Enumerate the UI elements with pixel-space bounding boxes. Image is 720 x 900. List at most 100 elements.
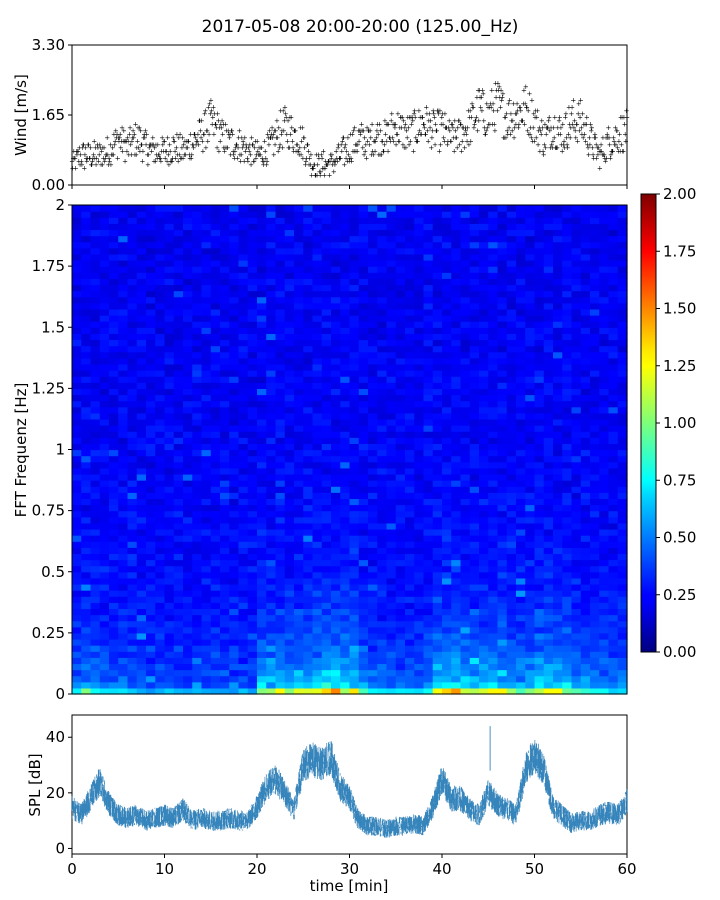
spectrogram-cell bbox=[173, 241, 184, 249]
spectrogram-cell bbox=[506, 418, 517, 426]
spectrogram-cell bbox=[238, 498, 249, 506]
spectrogram-cell bbox=[340, 669, 351, 677]
spectrogram-cell bbox=[368, 260, 378, 267]
spectrogram-cell bbox=[173, 345, 184, 353]
spectrogram-cell bbox=[331, 687, 341, 695]
spectrogram-cell bbox=[72, 565, 82, 573]
spectrogram-cell bbox=[266, 296, 277, 304]
wind-point: + bbox=[619, 114, 625, 122]
spectrogram-cell bbox=[349, 535, 360, 542]
spectrogram-cell bbox=[146, 235, 156, 243]
spectrogram-cell bbox=[257, 675, 267, 683]
spectrogram-cell bbox=[173, 473, 184, 481]
spectrogram-cell bbox=[183, 235, 193, 243]
spectrogram-cell bbox=[127, 657, 138, 665]
spectrogram-cell bbox=[331, 266, 341, 273]
wind-point: + bbox=[146, 144, 152, 152]
spectrogram-cell bbox=[479, 669, 489, 677]
spectrogram-cell bbox=[340, 321, 351, 328]
wind-point: + bbox=[71, 148, 77, 156]
spectrogram-cell bbox=[460, 327, 471, 334]
spectrogram-cell bbox=[294, 626, 304, 634]
spectrogram-cell bbox=[303, 327, 314, 334]
wind-point: + bbox=[458, 120, 464, 128]
spectrogram-cell bbox=[220, 266, 230, 273]
spectrogram-cell bbox=[321, 357, 332, 365]
spectrogram-cell bbox=[414, 449, 425, 457]
wind-point: + bbox=[556, 131, 562, 139]
spectrogram-cell bbox=[136, 315, 147, 322]
spectrogram-cell bbox=[368, 370, 378, 377]
spectrogram-cell bbox=[460, 296, 471, 304]
wind-point: + bbox=[175, 158, 181, 166]
spectrogram-cell bbox=[423, 400, 434, 408]
spectrogram-cell bbox=[432, 522, 443, 530]
spectrogram-cell bbox=[210, 229, 221, 237]
spectrogram-cell bbox=[377, 473, 388, 481]
spectrogram-cell bbox=[81, 278, 92, 286]
spectrogram-cell bbox=[220, 657, 230, 665]
spectrogram-cell bbox=[321, 278, 332, 286]
spectrogram-cell bbox=[349, 253, 360, 261]
spectrogram-cell bbox=[340, 657, 351, 665]
spectrogram-cell bbox=[386, 229, 397, 237]
spectrogram-cell bbox=[460, 663, 471, 671]
wind-point: + bbox=[531, 137, 537, 145]
spectrogram-cell bbox=[516, 565, 526, 573]
spectrogram-cell bbox=[534, 492, 545, 499]
spectrogram-cell bbox=[423, 266, 434, 273]
wind-point: + bbox=[531, 110, 537, 118]
spectrogram-cell bbox=[340, 205, 351, 212]
spectrogram-cell bbox=[432, 504, 443, 512]
spectrogram-cell bbox=[257, 590, 267, 597]
spectrogram-cell bbox=[220, 486, 230, 493]
spectrogram-cell bbox=[442, 217, 452, 224]
spectrogram-cell bbox=[127, 510, 138, 518]
wind-point: + bbox=[349, 131, 355, 139]
spectrogram-cell bbox=[303, 412, 314, 420]
spectrogram-cell bbox=[442, 260, 452, 267]
wind-y-axis-label: Wind [m/s] bbox=[12, 74, 30, 156]
spectrogram-cell bbox=[155, 351, 166, 359]
spectrogram-cell bbox=[312, 315, 323, 322]
wind-point: + bbox=[565, 144, 571, 152]
spectrogram-cell bbox=[423, 235, 434, 243]
wind-point: + bbox=[446, 117, 452, 125]
spectrogram-cell bbox=[238, 235, 249, 243]
spectrogram-cell bbox=[247, 431, 258, 438]
spectrogram-cell bbox=[220, 645, 230, 652]
spectrogram-cell bbox=[331, 418, 341, 426]
spectrogram-cell bbox=[395, 266, 406, 273]
spectrogram-cell bbox=[90, 217, 101, 224]
spectrogram-cell bbox=[534, 504, 545, 512]
wind-point: + bbox=[476, 117, 482, 125]
wind-point: + bbox=[246, 148, 252, 156]
spectrogram-cell bbox=[534, 431, 545, 438]
spectrogram-cell bbox=[340, 663, 351, 671]
wind-point: + bbox=[573, 134, 579, 142]
spectrogram-cell bbox=[220, 547, 230, 555]
spectrogram-cell bbox=[525, 614, 536, 622]
spectrogram-cell bbox=[377, 510, 388, 518]
spectrogram-cell bbox=[479, 235, 489, 243]
spectrogram-cell bbox=[146, 596, 156, 603]
spectrogram-cell bbox=[321, 596, 332, 603]
spectrogram-cell bbox=[173, 425, 184, 432]
spectrogram-cell bbox=[321, 480, 332, 487]
spectrogram-cell bbox=[183, 657, 193, 665]
spectrogram-cell bbox=[136, 583, 147, 591]
spectrogram-cell bbox=[312, 425, 323, 432]
spectrogram-cell bbox=[506, 535, 517, 542]
spectrogram-cell bbox=[192, 315, 203, 322]
spectrogram-cell bbox=[479, 663, 489, 671]
spectrogram-cell bbox=[220, 638, 230, 646]
spectrogram-cell bbox=[423, 565, 434, 573]
wind-point: + bbox=[118, 144, 124, 152]
spectrogram-cell bbox=[201, 290, 212, 298]
spectrogram-cell bbox=[368, 394, 378, 402]
spectrogram-cell bbox=[303, 522, 314, 530]
spectrogram-cell bbox=[423, 480, 434, 487]
spectrogram-cell bbox=[109, 657, 119, 665]
spectrogram-cell bbox=[331, 528, 341, 536]
wind-point: + bbox=[457, 120, 463, 128]
